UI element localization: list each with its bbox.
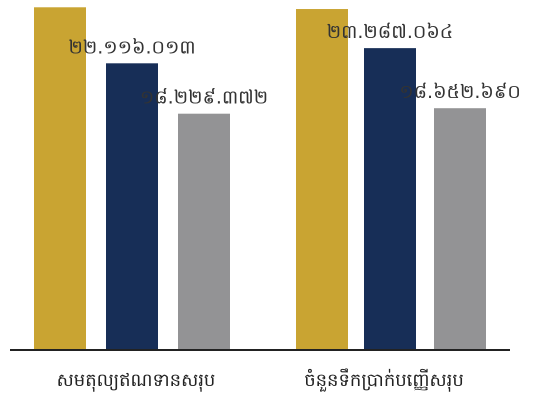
value-label-cat2-series1: ២៦.៣០៣.៤៧៥ [258, 0, 386, 4]
value-label-cat1-series2: ២២.១១៦.០១៣ [68, 36, 195, 58]
bar-cat1-series3 [178, 113, 230, 350]
value-label-cat1-series1: ២៦.៤៣៧.៩២៨ [2, 0, 128, 2]
value-label-cat2-series3: ១៨.៦៥២.៦៩០ [399, 81, 521, 103]
value-label-cat1-series3: ១៨.២២៩.៣៧២ [140, 87, 268, 109]
category-label-1: សមតុល្យឥណទានសរុប [57, 370, 216, 392]
bar-cat1-series1 [34, 7, 86, 350]
bars-group [34, 7, 486, 351]
category-label-2: ចំនួនទឹកប្រាក់បញ្ញើសរុប [304, 368, 464, 392]
bar-cat2-series1 [296, 9, 348, 351]
bar-cat1-series2 [106, 63, 158, 350]
bar-cat2-series3 [434, 108, 486, 350]
category-labels-group: សមតុល្យឥណទានសរុប ចំនួនទឹកប្រាក់បញ្ញើសរុប [57, 368, 464, 392]
value-label-cat2-series2: ២៣.២៨៧.០៦៤ [327, 21, 453, 43]
bar-cat2-series2 [364, 48, 416, 351]
